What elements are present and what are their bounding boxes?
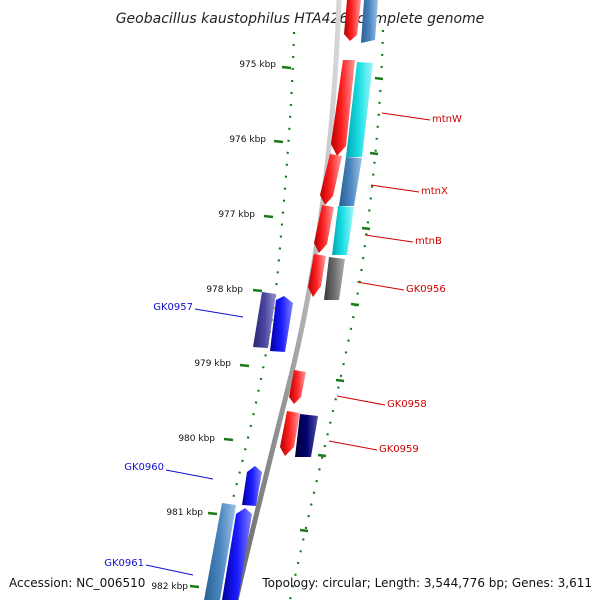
kbp-tick-label: 977 kbp [218, 210, 255, 220]
gene-feature[interactable] [339, 157, 362, 206]
gene-label-GK0956[interactable]: GK0956 [406, 284, 446, 295]
tick-track-right [288, 29, 385, 600]
gene-feature[interactable] [289, 370, 306, 404]
coding-track-genes [295, 0, 378, 457]
gene-feature[interactable] [314, 205, 334, 253]
gene-feature[interactable] [204, 503, 236, 600]
gene-label-mtnX[interactable]: mtnX [421, 186, 448, 197]
gene-feature[interactable] [295, 414, 318, 457]
accession-text: Accession: NC_006510 [9, 576, 145, 590]
gene-label-GK0959[interactable]: GK0959 [379, 444, 419, 455]
map-title: Geobacillus kaustophilus HTA426, complet… [116, 11, 485, 27]
gene-feature[interactable] [280, 411, 300, 456]
gene-label-GK0960[interactable]: GK0960 [124, 462, 164, 473]
kbp-tick-label: 979 kbp [194, 359, 231, 369]
gene-feature[interactable] [324, 257, 345, 300]
gene-feature[interactable] [253, 292, 276, 348]
gene-feature[interactable] [361, 0, 378, 43]
reverse-strand-genes [204, 292, 293, 600]
gene-feature[interactable] [346, 62, 373, 157]
kbp-tick-label: 980 kbp [178, 434, 215, 444]
gene-label-GK0961[interactable]: GK0961 [104, 558, 144, 569]
topology-text: Topology: circular; Length: 3,544,776 bp… [261, 576, 592, 590]
gene-feature[interactable] [320, 154, 342, 205]
kbp-tick-label: 982 kbp [151, 582, 188, 592]
gene-feature[interactable] [242, 466, 262, 506]
gene-labels: mtnW mtnX mtnB GK0956 GK0957 GK0958 GK09… [104, 114, 462, 569]
kbp-tick-label: 976 kbp [229, 135, 266, 145]
gene-feature[interactable] [331, 60, 355, 156]
kbp-scale: 975 kbp 976 kbp 977 kbp 978 kbp 979 kbp … [151, 60, 292, 592]
gene-label-mtnW[interactable]: mtnW [432, 114, 462, 125]
gene-label-mtnB[interactable]: mtnB [415, 236, 442, 247]
gene-feature[interactable] [344, 0, 361, 41]
gene-feature[interactable] [332, 206, 354, 255]
forward-strand-genes [280, 0, 361, 456]
gene-label-GK0958[interactable]: GK0958 [387, 399, 427, 410]
gene-label-GK0957[interactable]: GK0957 [153, 302, 193, 313]
gene-feature[interactable] [308, 254, 326, 297]
gene-feature[interactable] [222, 508, 252, 600]
kbp-tick-label: 975 kbp [239, 60, 276, 70]
kbp-tick-label: 978 kbp [206, 285, 243, 295]
kbp-tick-label: 981 kbp [166, 508, 203, 518]
kbp-scale-right [299, 76, 384, 533]
chromosome-backbone [233, 0, 342, 600]
gene-feature[interactable] [270, 296, 293, 352]
label-leaders [145, 112, 431, 576]
